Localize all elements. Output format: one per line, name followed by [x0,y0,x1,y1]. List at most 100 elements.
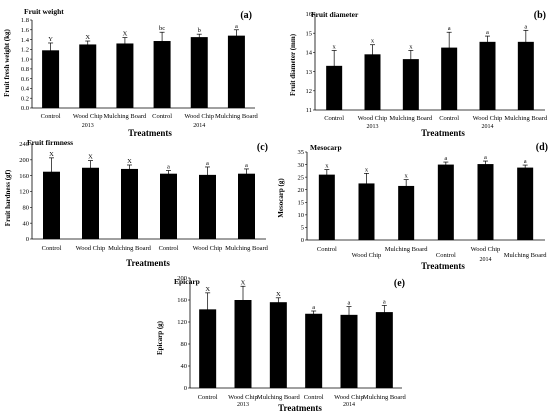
category-label-b-3: Control [439,115,459,122]
y-tick-label-d: 0 [301,237,304,244]
chart-svg-e: Epicarp (e) Epicarp (g) Treatments 0 40 80… [156,275,406,413]
y-tick-label-a: 0.2 [21,95,29,102]
category-label-e-2: Mulching Board [257,394,301,401]
significance-letter-e-1: X [241,279,246,286]
significance-letter-c-2: X [127,158,132,165]
bar-c-3 [160,173,177,239]
significance-letter-b-2: x [409,43,413,50]
y-tick-label-c: 80 [23,205,30,212]
panel-label-a: (a) [240,10,252,21]
bar-d-3 [437,164,454,240]
category-label-a-4: Wood Chip [184,113,214,120]
y-tick-label-d: 20 [298,187,305,194]
y-axis-title-b: Fruit diameter (mm) [289,33,297,96]
y-axis-title-c: Fruit hardness (gf) [4,169,12,226]
significance-letter-d-1: x [365,166,369,173]
significance-letter-b-5: a [524,23,527,30]
significance-letter-a-0: Y [48,36,53,43]
group-label-d-0: 2014 [480,257,492,263]
chart-panel-d: Mesocarp (d) Mesocarp (g) Treatments 0 5 1… [275,138,550,272]
chart-panel-b: Fruit diameter (b) Fruit diameter (mm) T… [275,0,550,138]
y-tick-label-a: 0.4 [21,86,30,93]
chart-title-e: Epicarp [174,277,200,286]
significance-letter-c-0: X [49,151,54,158]
significance-letter-c-1: X [88,154,93,161]
category-label-d-5: Mulching Board [504,252,548,259]
chart-svg-b: Fruit diameter (b) Fruit diameter (mm) T… [289,10,548,138]
plot-b: 11 12 13 14 15 16 x Control x Wood Chip x Mulching … [306,11,548,130]
chart-title-d: Mesocarp [310,143,342,152]
category-label-e-3: Control [304,394,324,401]
y-tick-label-e: 160 [177,297,187,304]
category-label-b-0: Control [324,115,344,122]
y-tick-label-b: 12 [306,88,313,95]
y-axis-label-b: Fruit diameter (mm) [289,33,297,96]
significance-letter-a-2: X [123,31,128,38]
y-tick-label-b: 13 [306,69,313,76]
chart-svg-d: Mesocarp (d) Mesocarp (g) Treatments 0 5 1… [277,142,548,271]
bar-d-1 [358,183,375,240]
x-axis-label-c: Treatments [126,258,170,268]
y-tick-label-a: 0.6 [21,76,30,83]
y-tick-label-b: 16 [306,11,313,18]
category-label-a-3: Control [152,113,172,120]
category-label-a-2: Mulching Board [104,113,148,120]
group-label-b-1: 2014 [482,124,494,130]
bar-a-3 [153,41,171,109]
plot-a: 0.0 0.2 0.4 0.6 0.8 1.0 1.2 1.4 1.6 1.8 Y Control X W… [21,17,259,129]
chart-panel-c: Fruit firmness (c) Fruit hardness (gf) T… [0,138,275,272]
significance-letter-c-4: a [206,160,209,167]
y-axis-label-a: Fruit fresh weight (kg) [3,28,11,96]
significance-letter-d-2: x [405,173,409,180]
bar-c-5 [238,173,255,239]
y-tick-label-c: 240 [19,141,29,148]
significance-letter-e-0: X [205,286,210,293]
bar-a-5 [227,35,245,109]
category-label-d-2: Mulching Board [385,246,429,253]
group-label-a-0: 2013 [82,123,94,129]
bar-b-5 [517,41,534,111]
category-label-b-1: Wood Chip [358,115,388,122]
y-tick-label-e: 0 [184,385,187,392]
chart-svg-c: Fruit firmness (c) Fruit hardness (gf) T… [4,138,269,268]
significance-letter-d-0: x [325,163,329,170]
y-tick-label-a: 1.6 [21,27,30,34]
significance-letter-d-5: a [524,158,527,165]
y-tick-label-a: 0.0 [21,105,29,112]
significance-letter-b-0: x [333,43,337,50]
significance-letter-a-3: bc [159,25,165,32]
x-axis-label-b: Treatments [421,128,465,138]
bar-e-0 [199,309,217,388]
bar-d-2 [398,185,415,240]
bar-b-4 [479,41,496,111]
y-axis-label-e: Epicarp (g) [156,320,164,355]
y-tick-label-c: 200 [19,157,29,164]
category-label-c-1: Wood Chip [76,245,106,252]
category-label-c-4: Wood Chip [193,245,223,252]
bar-e-3 [305,313,323,388]
bar-e-1 [234,300,252,388]
category-label-d-0: Control [317,246,337,253]
category-label-d-4: Wood Chip [471,246,501,253]
category-label-b-4: Wood Chip [473,115,503,122]
bar-e-2 [269,302,287,388]
significance-letter-e-4: a [348,300,351,307]
y-tick-label-a: 1.0 [21,56,29,63]
significance-letter-a-5: a [235,23,238,30]
significance-letter-a-1: X [85,34,90,41]
y-tick-label-c: 0 [26,236,29,243]
y-tick-label-a: 1.2 [21,47,29,54]
category-label-b-2: Mulching Board [389,115,433,122]
y-axis-title-d: Mesocarp (g) [277,178,285,218]
plot-c: 0 40 80 120 160 200 240 X Control X Wood Chip X Mulc… [19,141,268,252]
significance-letter-b-4: a [486,29,489,36]
y-tick-label-c: 160 [19,173,29,180]
y-tick-label-d: 35 [298,149,305,156]
y-tick-label-d: 15 [298,199,305,206]
y-tick-label-e: 40 [181,363,188,370]
y-tick-label-e: 120 [177,319,187,326]
y-tick-label-e: 80 [181,341,188,348]
bar-b-2 [402,59,419,110]
significance-letter-d-4: a [484,154,487,161]
category-label-a-0: Control [41,113,61,120]
